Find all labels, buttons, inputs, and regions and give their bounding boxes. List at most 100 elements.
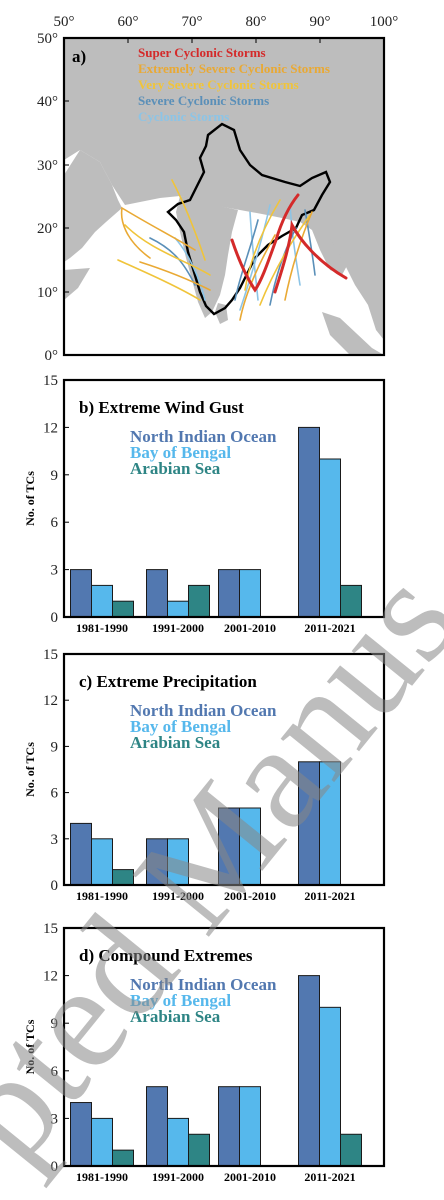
lon-tick-label: 70° [182,14,203,30]
legend-entry: Bay of Bengal [130,443,231,462]
category-label: 1991-2000 [152,1170,204,1184]
lat-tick-label: 40° [37,94,58,110]
bar-chart-b: 1981-1990 1991-2000 2001-2010 2011-2021 0 3 6 9… [23,373,386,635]
legend-entry: Bay of Bengal [130,717,231,736]
bar-bob [239,1086,261,1167]
chart-title: c) Extreme Precipitation [79,672,257,691]
y-axis-label: No. of TCs [23,471,37,526]
y-tick-label: 15 [43,647,58,663]
track-super [273,219,348,294]
track-vscs [117,259,201,301]
legend-entry: North Indian Ocean [130,427,277,446]
track-scs [234,219,259,301]
sumatra-land [322,312,384,355]
legend-entry: North Indian Ocean [130,975,277,994]
africa-land [64,268,90,300]
lat-tick-label: 50° [37,31,58,47]
latitude-ticks: 50° 40° 30° 20° 10° 0° [37,31,69,364]
map-legend-entry: Extremely Severe Cyclonic Storms [138,61,330,76]
y-tick-label: 3 [51,1111,59,1127]
cyclone-tracks [117,179,348,321]
bar-as [340,1133,362,1167]
bar-chart-c: 1981-1990 1991-2000 2001-2010 2011-2021 0 3 6 9… [23,647,386,903]
bar-nio [218,1086,240,1167]
y-tick-label: 0 [51,878,59,894]
bar-as [112,600,134,618]
india-land [176,196,238,318]
y-tick-label: 9 [51,1016,59,1032]
category-label: 2011-2021 [304,621,355,635]
y-tick-label: 12 [43,420,58,436]
y-tick-label: 12 [43,693,58,709]
category-label: 2001-2010 [224,889,276,903]
y-tick-label: 15 [43,373,58,389]
bar-nio [218,569,240,618]
lon-tick-label: 80° [246,14,267,30]
category-label: 1981-1990 [76,1170,128,1184]
chart-frame [62,378,386,619]
y-tick-label: 6 [51,786,59,802]
track-super [230,193,300,293]
bar-nio [70,569,92,618]
chart-frame [62,926,386,1168]
y-tick-label: 0 [51,1159,59,1175]
longitude-ticks: 50° 60° 70° 80° 90° 100° [54,14,399,43]
asia-land [64,38,384,275]
legend-entry: Arabian Sea [130,733,221,752]
map-frame [62,36,386,357]
legend-entry: North Indian Ocean [130,701,277,720]
map-legend-entry: Cyclonic Storms [138,109,229,124]
map-legend-entry: Severe Cyclonic Storms [138,93,269,108]
legend-entry: Bay of Bengal [130,991,231,1010]
category-label: 1981-1990 [76,621,128,635]
track-vscs [171,179,206,261]
track-cs [174,237,206,301]
bar-bob [167,600,189,618]
y-tick-label: 9 [51,468,59,484]
category-label: 1991-2000 [152,889,204,903]
map-panel-label: a) [72,47,86,66]
lon-tick-label: 50° [54,14,75,30]
land-masses [64,38,384,355]
track-cs [289,204,301,286]
category-label: 2001-2010 [224,1170,276,1184]
track-escs [239,234,276,321]
bar-bob [319,1006,341,1167]
track-escs [120,206,196,259]
bar-chart-d: 1981-1990 1991-2000 2001-2010 2011-2021 0 3 6 9… [23,921,386,1184]
track-escs [139,261,211,291]
y-tick-label: 6 [51,1064,59,1080]
bar-charts: 1981-1990 1991-2000 2001-2010 2011-2021 0 3 6 9… [23,373,386,1184]
seasia-land [318,232,384,340]
bar-nio [298,975,320,1167]
lat-tick-label: 0° [45,348,59,364]
legend-entry: Arabian Sea [130,1007,221,1026]
track-scs [269,227,297,306]
bar-nio [146,569,168,618]
map-legend-entry: Super Cyclonic Storms [138,45,266,60]
track-scs [304,209,316,276]
track-cs [239,204,271,311]
y-tick-label: 6 [51,515,59,531]
bar-as [188,1133,210,1167]
lon-tick-label: 90° [310,14,331,30]
india-boundary [166,122,332,316]
y-tick-label: 9 [51,739,59,755]
lon-tick-label: 100° [370,14,399,30]
bar-as [112,1149,134,1167]
lat-tick-label: 30° [37,158,58,174]
track-vscs [244,199,281,291]
chart-title: b) Extreme Wind Gust [79,398,244,417]
y-axis-label: No. of TCs [23,1019,37,1074]
lat-tick-label: 20° [37,221,58,237]
y-tick-label: 12 [43,969,58,985]
y-tick-label: 3 [51,832,59,848]
y-tick-label: 15 [43,921,58,937]
category-label: 1991-2000 [152,621,204,635]
map-legend-entry: Very Severe Cyclonic Storms [138,77,299,92]
bar-bob [91,584,113,618]
bar-nio [298,426,320,618]
